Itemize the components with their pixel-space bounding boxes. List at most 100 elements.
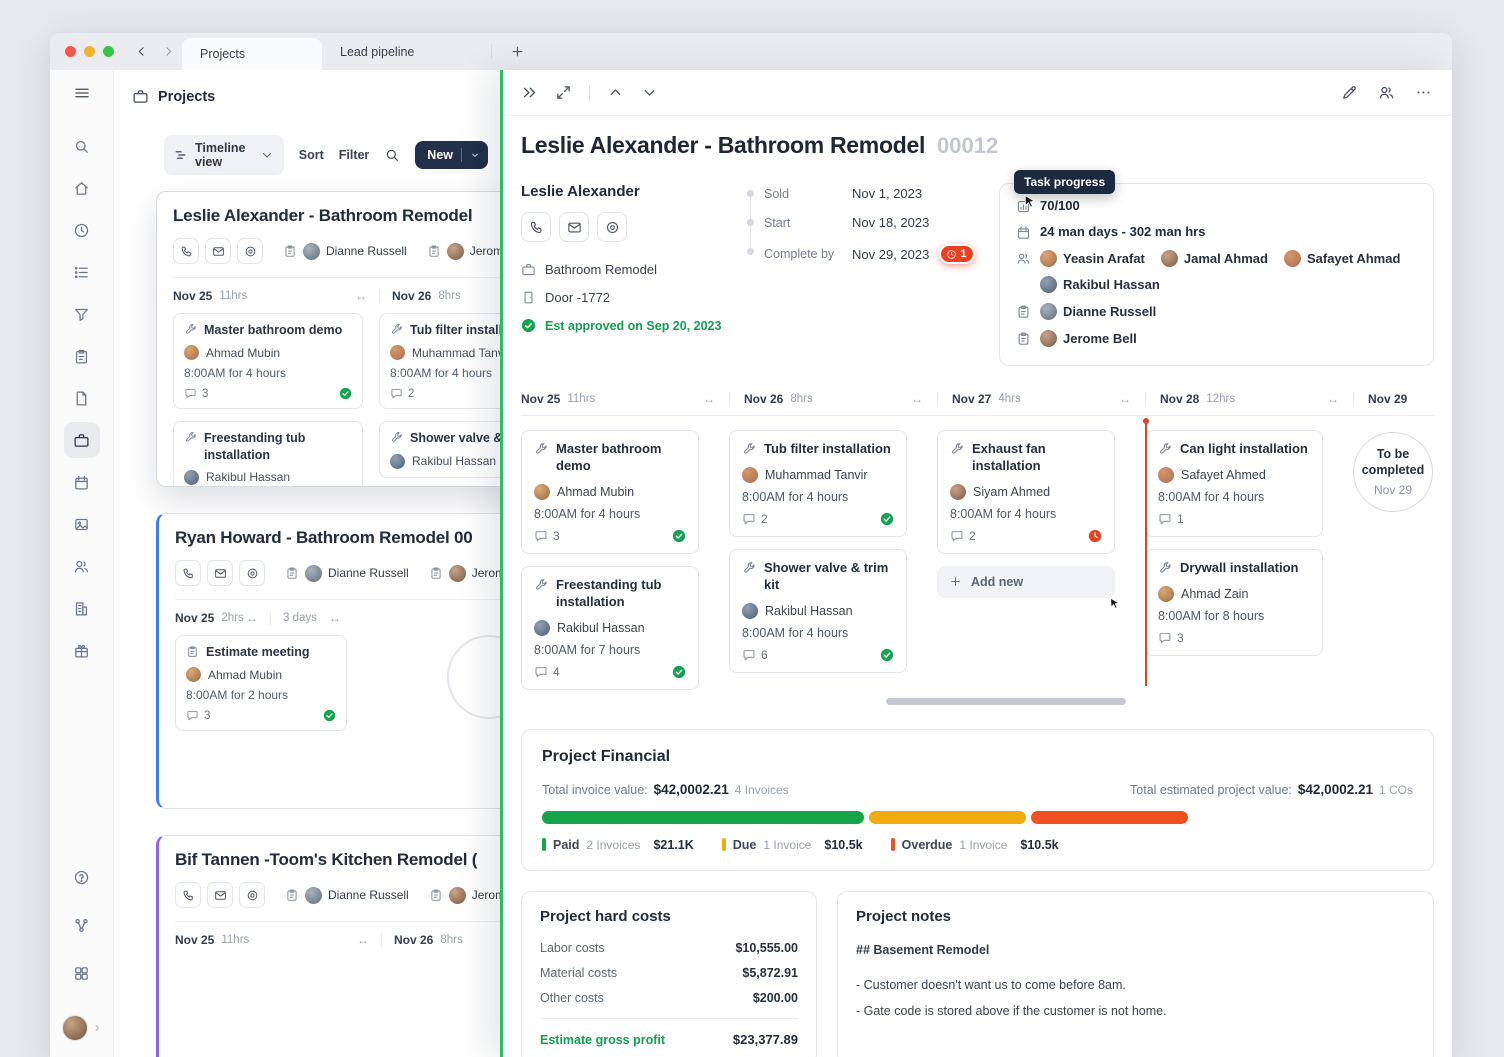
task-card[interactable]: Drywall installation Ahmad Zain 8:00AM f… (1145, 548, 1323, 656)
page-title: Projects (158, 88, 216, 105)
location-button[interactable] (239, 560, 265, 586)
new-tab-icon[interactable] (510, 44, 525, 59)
sidebar-item-estimates[interactable] (64, 338, 100, 374)
location-button[interactable] (237, 238, 263, 264)
day-hours: 12hrs (1206, 393, 1236, 405)
task-chip[interactable]: Estimate meeting Ahmad Mubin 8:00AM for … (175, 635, 347, 732)
task-title: Tub filter installation (764, 441, 891, 456)
new-project-button[interactable]: New (415, 141, 488, 169)
task-card[interactable]: Can light installation Safayet Ahmed 8:0… (1145, 430, 1323, 537)
location-button[interactable] (597, 212, 627, 242)
invoice-total-value: $42,0002.21 (653, 781, 729, 797)
sidebar-item-search[interactable] (64, 128, 100, 164)
email-button[interactable] (207, 560, 233, 586)
sidebar-item-customers[interactable] (64, 548, 100, 584)
previous-item-icon[interactable] (607, 84, 624, 101)
task-chip[interactable]: Tub filter installation Muhammad Tanvir … (379, 313, 500, 410)
task-chip[interactable]: Freestanding tub installation Rakibul Ha… (173, 421, 363, 486)
project-card-ryan[interactable]: Ryan Howard - Bathroom Remodel 00 Dianne… (156, 513, 500, 809)
project-card-leslie[interactable]: Leslie Alexander - Bathroom Remodel Dian… (156, 191, 500, 487)
task-card[interactable]: Exhaust fan installation Siyam Ahmed 8:0… (937, 430, 1115, 554)
avatar (534, 619, 550, 636)
call-button[interactable] (175, 560, 201, 586)
overdue-badge[interactable]: 1 (939, 244, 976, 264)
progress-panel: Task progress 70/100 24 man days - 302 m… (999, 170, 1434, 366)
call-button[interactable] (175, 882, 201, 908)
filter-button[interactable]: Filter (338, 148, 370, 162)
search-icon[interactable] (384, 147, 400, 163)
task-time: 8:00AM for 4 hours (742, 489, 849, 504)
status-done-icon (880, 648, 894, 662)
resize-handle-icon[interactable]: ↔ (246, 611, 258, 625)
task-chip[interactable]: Master bathroom demo Ahmad Mubin 8:00AM … (173, 313, 363, 410)
sidebar-item-company[interactable] (64, 590, 100, 626)
project-manager: Dianne Russell (285, 886, 409, 904)
sidebar-item-home[interactable] (64, 170, 100, 206)
task-card[interactable]: Freestanding tub installation Rakibul Ha… (521, 565, 699, 690)
clipboard-icon (186, 645, 199, 658)
sidebar-item-projects[interactable] (63, 422, 100, 458)
resize-handle-icon[interactable]: ↔ (911, 392, 923, 406)
sidebar-item-documents[interactable] (64, 380, 100, 416)
project-detail-panel: Leslie Alexander - Bathroom Remodel 0001… (500, 70, 1452, 1057)
more-options-icon[interactable] (1415, 84, 1432, 101)
resize-handle-icon[interactable]: ↔ (703, 392, 715, 406)
sort-button[interactable]: Sort (298, 148, 324, 162)
tab-projects[interactable]: Projects (182, 38, 322, 70)
next-item-icon[interactable] (641, 84, 658, 101)
sidebar-item-schedule[interactable] (64, 464, 100, 500)
avatar (186, 667, 201, 683)
zoom-window-button[interactable] (103, 46, 114, 57)
resize-handle-icon[interactable]: ↔ (328, 611, 341, 625)
resize-handle-icon[interactable]: ↔ (357, 933, 369, 947)
resize-handle-icon[interactable]: ↔ (1327, 392, 1339, 406)
menu-icon[interactable] (73, 84, 91, 102)
call-button[interactable] (173, 238, 199, 264)
back-icon[interactable] (134, 44, 149, 59)
sidebar-item-pipeline[interactable] (64, 296, 100, 332)
add-new-label: Add new (971, 574, 1024, 589)
estimated-total-value: $42,0002.21 (1297, 781, 1373, 797)
add-new-task-button[interactable]: Add new (937, 565, 1120, 609)
email-button[interactable] (205, 238, 231, 264)
task-chip[interactable]: Shower valve & trim kit Rakibul Hassan (379, 421, 500, 478)
sidebar-item-apps[interactable] (66, 957, 98, 989)
day-header: Nov 25 11hrs ↔ (173, 289, 379, 303)
collaborators-icon[interactable] (1378, 84, 1395, 101)
minimize-window-button[interactable] (84, 46, 95, 57)
task-card[interactable]: Tub filter installation Muhammad Tanvir … (729, 430, 907, 537)
forward-icon[interactable] (161, 44, 176, 59)
change-orders-count[interactable]: 1 COs (1378, 782, 1413, 797)
task-card[interactable]: Shower valve & trim kit Rakibul Hassan 8… (729, 548, 907, 673)
collapse-panel-icon[interactable] (521, 84, 538, 101)
resize-handle-icon[interactable]: ↔ (1119, 392, 1131, 406)
role-icon (429, 566, 443, 580)
email-button[interactable] (559, 212, 589, 242)
task-card[interactable]: Master bathroom demo Ahmad Mubin 8:00AM … (521, 430, 699, 554)
user-menu[interactable] (61, 1015, 102, 1041)
edit-icon[interactable] (1341, 84, 1358, 101)
email-button[interactable] (207, 882, 233, 908)
day-hours: 8hrs (790, 393, 813, 405)
horizontal-scrollbar[interactable] (886, 697, 1126, 705)
expand-icon[interactable] (555, 84, 572, 101)
close-window-button[interactable] (65, 46, 76, 57)
view-selector[interactable]: Timeline view (164, 135, 284, 175)
sidebar-item-recent[interactable] (64, 212, 100, 248)
project-card-bif[interactable]: Bif Tannen -Toom's Kitchen Remodel ( Dia… (156, 835, 500, 1057)
sidebar-item-photos[interactable] (64, 506, 100, 542)
invoice-count[interactable]: 4 Invoices (734, 782, 789, 797)
tab-lead-pipeline[interactable]: Lead pipeline (322, 33, 492, 70)
legend-name: Due (732, 837, 757, 852)
location-button[interactable] (239, 882, 265, 908)
resize-handle-icon[interactable]: ↔ (355, 289, 367, 303)
day-date: Nov 25 (175, 611, 215, 625)
legend-count: 1 Invoice (763, 837, 812, 852)
sidebar-item-rewards[interactable] (64, 632, 100, 668)
sidebar-item-automations[interactable] (66, 909, 98, 941)
call-button[interactable] (521, 212, 551, 242)
sidebar-item-help[interactable] (66, 861, 98, 893)
comment-icon (1158, 631, 1172, 645)
task-title: Shower valve & trim kit (410, 431, 500, 446)
sidebar-item-tasks[interactable] (64, 254, 100, 290)
